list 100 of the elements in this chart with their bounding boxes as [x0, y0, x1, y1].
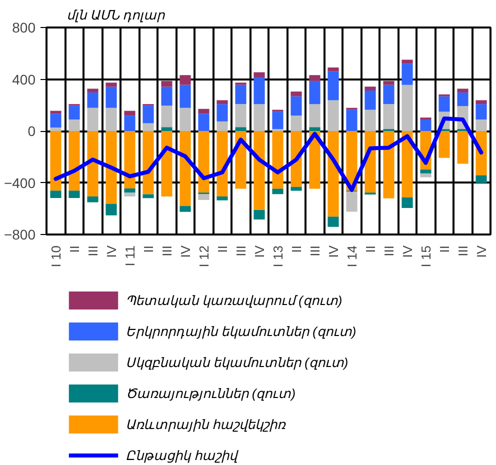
- bar: [364, 90, 376, 110]
- bar: [328, 67, 339, 72]
- bar: [50, 110, 62, 114]
- bar: [383, 131, 394, 198]
- bar: [216, 121, 228, 131]
- x-tick-label: II: [214, 245, 230, 253]
- bar: [161, 86, 172, 106]
- bar: [50, 128, 62, 131]
- bar: [106, 82, 117, 87]
- bar: [309, 80, 320, 104]
- bar: [476, 100, 487, 104]
- bar: [476, 119, 487, 131]
- bar: [198, 108, 210, 114]
- x-tick-label: III: [85, 245, 100, 256]
- bar: [254, 77, 265, 104]
- x-tick-label: IV: [474, 245, 489, 258]
- bar: [87, 92, 98, 108]
- bar: [198, 194, 210, 200]
- bar: [438, 131, 450, 158]
- bar: [476, 175, 487, 184]
- bar: [290, 116, 302, 131]
- x-tick-label: II: [288, 245, 304, 253]
- x-tick-label: I 13: [270, 245, 286, 268]
- bar: [161, 80, 172, 87]
- bar: [328, 71, 339, 100]
- bar: [383, 104, 394, 130]
- bar: [161, 106, 172, 128]
- bar: [142, 131, 154, 194]
- bar: [420, 170, 432, 174]
- bar: [216, 196, 228, 200]
- x-tick-label: IV: [400, 245, 415, 258]
- bar: [87, 88, 98, 92]
- bar: [106, 108, 117, 131]
- x-tick-label: IV: [178, 245, 193, 258]
- bar: [290, 92, 302, 96]
- bar: [87, 131, 98, 196]
- bar: [124, 110, 136, 116]
- bar: [180, 206, 191, 212]
- x-tick-label: II: [362, 245, 378, 253]
- line-series: [54, 116, 484, 192]
- bar: [68, 131, 80, 191]
- bar: [457, 92, 468, 106]
- legend-label: Ընթացիկ հաշիվ: [125, 448, 239, 463]
- bar: [216, 100, 228, 104]
- y-tick-label: 400: [12, 71, 36, 88]
- bar: [383, 80, 394, 85]
- bar: [420, 173, 432, 178]
- bar: [290, 96, 302, 116]
- bar: [254, 131, 265, 210]
- bar: [68, 106, 80, 120]
- bar: [254, 210, 265, 220]
- legend-label: Առևտրային հաշվեկշիռ: [125, 417, 286, 432]
- bar: [198, 131, 210, 193]
- bar: [328, 131, 339, 217]
- bar: [402, 84, 413, 131]
- bar: [50, 131, 62, 191]
- bar: [142, 123, 154, 131]
- x-tick-label: III: [307, 245, 322, 256]
- x-tick-label: III: [233, 245, 248, 256]
- bar: [68, 190, 80, 198]
- x-tick-label: III: [159, 245, 174, 256]
- x-tick-label: III: [381, 245, 396, 256]
- bar: [272, 131, 284, 189]
- bar: [50, 190, 62, 198]
- bar: [402, 197, 413, 208]
- bar: [457, 131, 468, 164]
- bar: [161, 127, 172, 131]
- bar: [124, 192, 136, 196]
- bar: [216, 131, 228, 196]
- x-tick-label: I 10: [48, 245, 64, 268]
- bar: [68, 119, 80, 131]
- bar: [106, 131, 117, 204]
- bar: [87, 108, 98, 131]
- bar: [420, 119, 432, 131]
- bar: [364, 110, 376, 131]
- bar: [272, 112, 284, 130]
- legend-label: Պետական կառավարում (զուտ): [125, 293, 342, 308]
- bar: [87, 196, 98, 202]
- y-tick-label: 800: [12, 20, 36, 36]
- x-tick-label: I 14: [344, 245, 360, 268]
- x-tick-label: II: [66, 245, 82, 253]
- bar: [235, 84, 246, 104]
- bar: [457, 88, 468, 92]
- bar: [106, 204, 117, 216]
- bar: [180, 84, 191, 108]
- legend-label: Սկզբնական եկամուտներ (զուտ): [125, 355, 348, 370]
- bar: [180, 108, 191, 131]
- bar: [254, 104, 265, 131]
- bar: [161, 131, 172, 196]
- bar: [346, 192, 358, 212]
- bar: [106, 86, 117, 108]
- x-tick-label: IV: [104, 245, 119, 258]
- bar: [124, 131, 136, 188]
- bar: [50, 114, 62, 128]
- x-tick-label: I 15: [418, 245, 434, 268]
- bar: [364, 86, 376, 91]
- bar: [198, 114, 210, 131]
- bar: [328, 216, 339, 227]
- x-tick-label: II: [436, 245, 452, 253]
- bar: [180, 131, 191, 206]
